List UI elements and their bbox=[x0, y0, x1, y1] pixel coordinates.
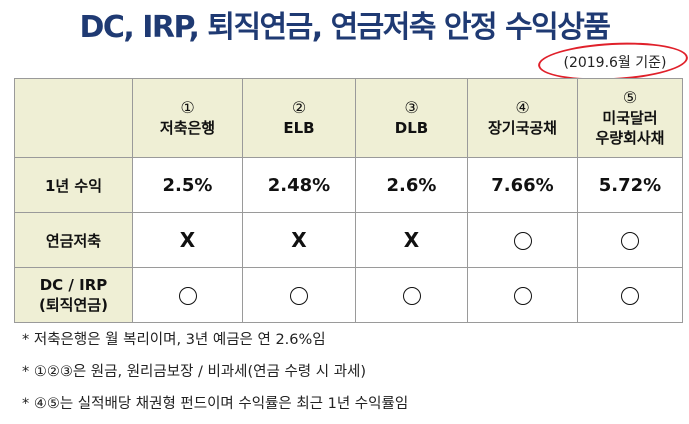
column-number: ② bbox=[291, 98, 307, 117]
return-value: 2.5% bbox=[132, 157, 243, 213]
column-header: ② ELB bbox=[242, 78, 356, 158]
column-name: 미국달러 우량회사채 bbox=[595, 109, 665, 147]
column-number: ⑤ bbox=[622, 88, 638, 107]
page-title: DC, IRP, 퇴직연금, 연금저축 안정 수익상품 bbox=[79, 10, 611, 45]
footnote: * ①②③은 원금, 원리금보장 / 비과세(연금 수령 시 과세) bbox=[22, 364, 367, 380]
circle-icon bbox=[513, 286, 532, 305]
row-label: DC / IRP (퇴직연금) bbox=[14, 267, 133, 323]
circle-icon bbox=[178, 286, 197, 305]
column-header: ⑤ 미국달러 우량회사채 bbox=[577, 78, 683, 158]
return-value: 2.48% bbox=[242, 157, 356, 213]
date-note: (2019.6월 기준) bbox=[563, 55, 667, 71]
circle-mark-cell bbox=[355, 267, 468, 323]
row-label-line1: DC / IRP bbox=[39, 275, 108, 294]
circle-icon bbox=[402, 286, 421, 305]
column-header: ④ 장기국공채 bbox=[467, 78, 578, 158]
column-name: 장기국공채 bbox=[487, 119, 557, 137]
column-number: ③ bbox=[404, 98, 419, 117]
circle-icon bbox=[621, 231, 639, 250]
column-name: 저축은행 bbox=[159, 119, 216, 137]
return-value: 2.6% bbox=[355, 157, 468, 213]
column-number: ① bbox=[180, 98, 195, 117]
cross-mark: X bbox=[355, 212, 468, 268]
footnote: * 저축은행은 월 복리이며, 3년 예금은 연 2.6%임 bbox=[22, 332, 326, 348]
cross-mark: X bbox=[132, 212, 243, 268]
return-value: 5.72% bbox=[577, 157, 683, 213]
circle-icon bbox=[290, 286, 308, 305]
column-name: DLB bbox=[394, 119, 429, 137]
table-row-pension: 연금저축 X X X bbox=[14, 212, 683, 268]
circle-mark-cell bbox=[132, 267, 243, 323]
return-value: 7.66% bbox=[467, 157, 578, 213]
circle-icon bbox=[621, 286, 639, 305]
circle-icon bbox=[513, 231, 532, 250]
circle-mark-cell bbox=[577, 267, 683, 323]
circle-mark-cell bbox=[467, 267, 578, 323]
row-label: 연금저축 bbox=[14, 212, 133, 268]
table-header-row: ① 저축은행 ② ELB ③ DLB ④ 장기국공채 ⑤ 미국달러 우량회사채 bbox=[14, 78, 683, 158]
column-header: ③ DLB bbox=[355, 78, 468, 158]
row-label-line2: (퇴직연금) bbox=[39, 295, 108, 314]
table-row-return: 1년 수익 2.5% 2.48% 2.6% 7.66% 5.72% bbox=[14, 157, 683, 213]
row-label: 1년 수익 bbox=[14, 157, 133, 213]
table-row-dcirp: DC / IRP (퇴직연금) bbox=[14, 267, 683, 323]
column-name: ELB bbox=[283, 119, 315, 137]
circle-mark-cell bbox=[467, 212, 578, 268]
circle-mark-cell bbox=[577, 212, 683, 268]
footnotes: * 저축은행은 월 복리이며, 3년 예금은 연 2.6%임 * ①②③은 원금… bbox=[22, 328, 682, 424]
cross-mark: X bbox=[242, 212, 356, 268]
footnote: * ④⑤는 실적배당 채권형 펀드이며 수익률은 최근 1년 수익률임 bbox=[22, 396, 409, 412]
product-table: ① 저축은행 ② ELB ③ DLB ④ 장기국공채 ⑤ 미국달러 우량회사채 1… bbox=[14, 78, 683, 323]
header-corner-cell bbox=[14, 78, 133, 158]
column-number: ④ bbox=[515, 98, 530, 117]
circle-mark-cell bbox=[242, 267, 356, 323]
column-header: ① 저축은행 bbox=[132, 78, 243, 158]
